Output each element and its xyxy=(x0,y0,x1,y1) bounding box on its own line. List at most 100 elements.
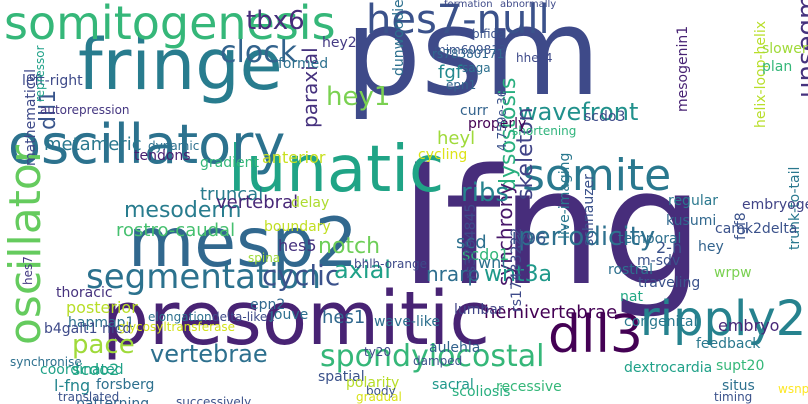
cloud-word: axial xyxy=(334,256,391,284)
cloud-word: live-imaging xyxy=(557,152,573,239)
cloud-word: scd xyxy=(456,232,487,253)
cloud-word: body xyxy=(366,384,396,398)
cloud-word: hemivertebrae xyxy=(484,302,618,323)
cloud-word: spina xyxy=(248,251,281,265)
cloud-word: hes7 xyxy=(21,256,35,285)
cloud-word: somitogenesis xyxy=(4,0,336,50)
cloud-word: fringe xyxy=(78,24,283,106)
cloud-word: ty20 xyxy=(364,345,392,359)
cloud-word: vertebrae xyxy=(150,340,268,368)
cloud-word: somite xyxy=(522,150,672,201)
cloud-word: bhlh-orange xyxy=(354,257,427,271)
cloud-word: lfng xyxy=(400,134,704,321)
cloud-word: schnauzer xyxy=(581,174,597,246)
cloud-word: anterior xyxy=(262,148,326,167)
cloud-word: tbx6 xyxy=(246,6,305,36)
cloud-word: hey2 xyxy=(322,35,357,51)
cloud-word: bifida xyxy=(472,27,506,41)
cloud-word: scdo1 xyxy=(462,245,510,264)
cloud-word: wave-like xyxy=(374,314,440,330)
cloud-word: regular xyxy=(668,193,719,209)
cloud-word: forsberg xyxy=(96,377,155,393)
cloud-word: successively xyxy=(176,395,252,404)
cloud-word: 2-h xyxy=(656,238,683,257)
cloud-word: spondylocostal xyxy=(320,339,545,374)
cloud-word: wrpw xyxy=(714,265,752,281)
cloud-word: mesp2 xyxy=(128,204,358,283)
cloud-word: oscillator xyxy=(0,145,51,345)
cloud-word: epn1 xyxy=(446,78,477,92)
cloud-word: mim609813 xyxy=(434,43,507,57)
cloud-word: saga xyxy=(462,61,491,75)
cloud-word: ly96 xyxy=(512,229,547,248)
cloud-word: congenital xyxy=(624,314,698,330)
cloud-word: scdo3 xyxy=(584,109,626,125)
cloud-word: hey1 xyxy=(326,82,391,112)
cloud-word: nat xyxy=(620,289,643,305)
cloud-word: left-right xyxy=(22,73,83,89)
cloud-word: traveling xyxy=(638,275,701,291)
cloud-word: coordinated xyxy=(40,362,124,378)
cloud-word: autorepression xyxy=(40,103,130,117)
cloud-word: boundary xyxy=(264,219,331,235)
cloud-word: rs3794845 xyxy=(463,203,479,279)
cloud-word: kusumi xyxy=(666,213,717,229)
cloud-word: formation xyxy=(444,0,493,10)
cloud-word: psm xyxy=(345,0,601,123)
cloud-word: thoracic xyxy=(56,285,113,301)
cloud-word: rostral xyxy=(608,262,654,278)
cloud-word: wnt xyxy=(478,253,508,272)
cloud-word: ribs xyxy=(461,178,509,208)
cloud-word: m-sdv xyxy=(637,253,681,269)
cloud-word: sacral xyxy=(432,377,474,393)
cloud-word: temporal xyxy=(618,231,682,247)
cloud-word: formed xyxy=(278,56,329,72)
cloud-word: fgf8 xyxy=(733,212,749,240)
cloud-word: vertebral xyxy=(216,192,299,213)
cloud-word: lumbar xyxy=(454,302,504,318)
cloud-word: lunatic xyxy=(228,133,445,207)
cloud-word: cyclic xyxy=(262,259,341,292)
cloud-word: delta-like1 xyxy=(212,310,275,324)
cloud-word: rs17433222 xyxy=(509,227,525,312)
cloud-word: repressor xyxy=(33,45,47,102)
cloud-word: mesogenin1 xyxy=(675,25,691,112)
cloud-word: wavefront xyxy=(518,98,639,126)
cloud-word: metameric xyxy=(44,134,142,155)
cloud-word: translated xyxy=(58,390,120,404)
cloud-word: clock xyxy=(220,35,298,70)
cloud-word: periodicity xyxy=(518,222,656,252)
cloud-word: l-fng xyxy=(54,376,91,395)
cloud-word: situs xyxy=(722,378,755,394)
cloud-word: ripply2 xyxy=(640,291,807,347)
cloud-word: dextrocardia xyxy=(624,360,713,376)
cloud-word: gradient xyxy=(200,155,259,171)
cloud-word: glycosyltransferase xyxy=(118,320,236,334)
cloud-word: b4galt1 nicd xyxy=(44,321,132,337)
cloud-word: 4.759e-36 xyxy=(495,89,509,151)
cloud-word: hhes4 xyxy=(516,51,553,65)
cloud-word: fgf xyxy=(438,62,463,83)
cloud-word: timing xyxy=(714,390,753,404)
cloud-word: embryogenesis xyxy=(742,197,808,213)
cloud-word: scdo2 xyxy=(72,360,120,379)
cloud-word: hey xyxy=(698,239,724,255)
cloud-word: elongation xyxy=(148,310,212,324)
cloud-word: gradual xyxy=(356,390,402,404)
cloud-word: synchronise xyxy=(10,355,82,369)
cloud-word: rs78380171 xyxy=(432,47,505,61)
cloud-word: aulehla xyxy=(429,340,481,356)
cloud-word: abnormally xyxy=(500,0,557,10)
cloud-word: polarity xyxy=(346,375,400,391)
cloud-word: delay xyxy=(291,195,330,211)
cloud-word: hes1 xyxy=(322,307,366,328)
cloud-word: pace xyxy=(72,330,135,360)
cloud-word: presomitic xyxy=(102,276,491,362)
cloud-word: supt20 xyxy=(716,358,765,374)
cloud-word: dunwoodie xyxy=(391,0,407,76)
cloud-word: cycling xyxy=(418,147,468,163)
cloud-word: oscillatory xyxy=(8,113,286,176)
cloud-word: epn2 xyxy=(250,297,286,313)
cloud-word: nrarp xyxy=(426,262,481,286)
